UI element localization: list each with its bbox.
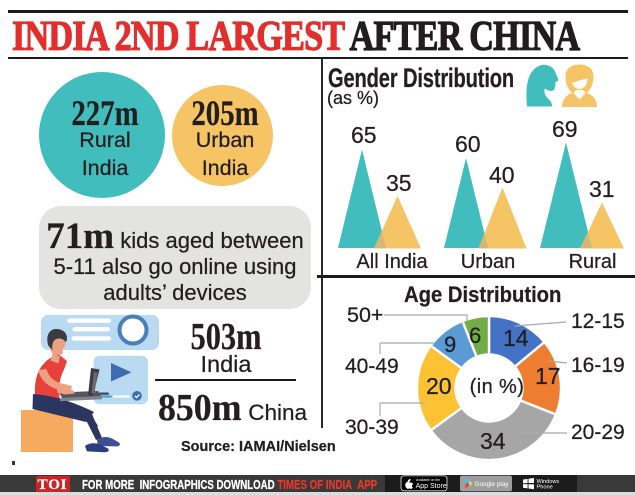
svg-text:Google play: Google play xyxy=(475,481,510,488)
svg-text:Available on the: Available on the xyxy=(416,478,440,482)
svg-text:Phone: Phone xyxy=(537,485,553,491)
svg-text:Windows: Windows xyxy=(537,479,560,485)
svg-text:App Store: App Store xyxy=(416,483,447,490)
